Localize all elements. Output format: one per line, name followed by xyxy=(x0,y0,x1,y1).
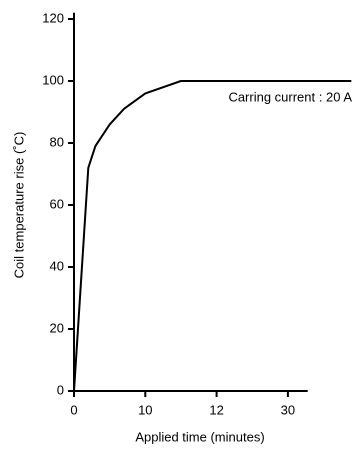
data-line xyxy=(73,80,352,392)
y-tick-label: 20 xyxy=(50,320,64,335)
annotation: Carring current : 20 A xyxy=(228,89,352,104)
y-tick-label: 100 xyxy=(42,72,64,87)
y-tick-label: 120 xyxy=(42,10,64,25)
x-axis-label: Applied time (minutes) xyxy=(135,429,264,444)
y-tick-label: 80 xyxy=(50,134,64,149)
y-tick-label: 60 xyxy=(50,196,64,211)
x-tick-label: 12 xyxy=(209,402,223,417)
x-tick-label: 30 xyxy=(281,402,295,417)
x-tick-label: 10 xyxy=(138,402,152,417)
y-axis-label: Coil temperature rise (˚C) xyxy=(11,132,26,279)
x-tick-label: 0 xyxy=(70,402,77,417)
y-tick-label: 0 xyxy=(57,382,64,397)
y-tick-label: 40 xyxy=(50,258,64,273)
